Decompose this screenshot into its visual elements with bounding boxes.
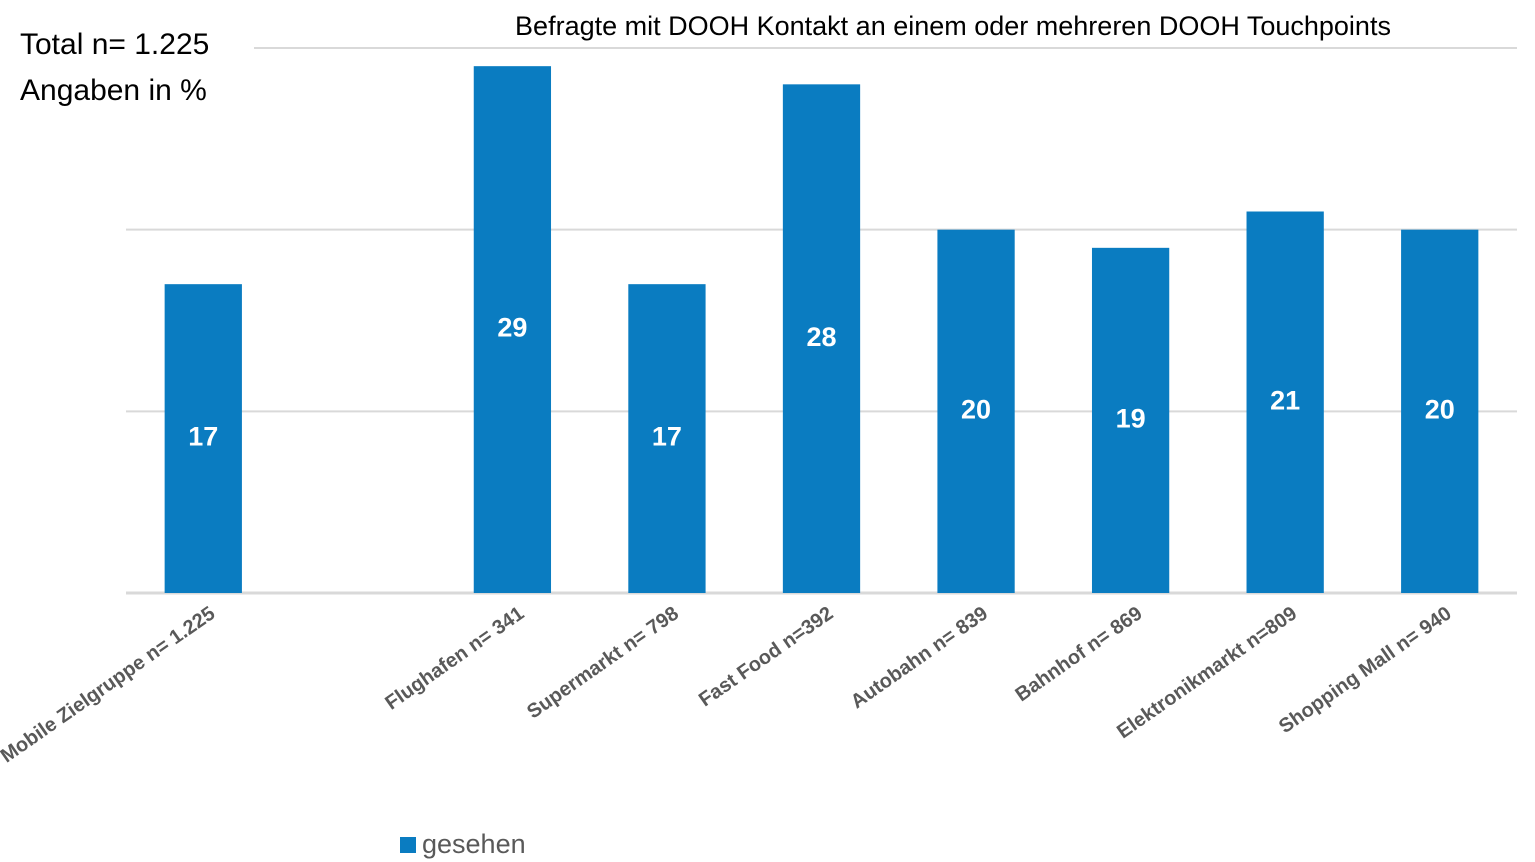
bar: [782, 84, 861, 593]
chart-title: Befragte mit DOOH Kontakt an einem oder …: [515, 11, 1391, 41]
x-tick-label: Autobahn n= 839: [847, 602, 992, 713]
x-tick-label: Flughafen n= 341: [381, 602, 528, 714]
x-tick-label: Shopping Mall n= 940: [1275, 602, 1456, 738]
bar: [628, 284, 706, 593]
data-label: 20: [1425, 394, 1455, 424]
bar: [937, 229, 1015, 593]
data-label: 20: [961, 394, 991, 424]
bar: [1401, 229, 1479, 593]
bar: [1091, 247, 1170, 594]
data-label: 28: [806, 322, 836, 352]
legend-swatch: [400, 837, 416, 853]
x-tick-label: Bahnhof n= 869: [1011, 602, 1146, 706]
annotation-bg: [14, 24, 254, 68]
data-label: 21: [1270, 385, 1300, 415]
annotation: Angaben in %: [20, 74, 207, 107]
bar: [473, 66, 552, 593]
data-label: 17: [188, 422, 218, 452]
x-tick-label: Supermarkt n= 798: [523, 602, 683, 723]
bar: [164, 284, 242, 593]
annotation: Total n= 1.225: [20, 28, 209, 61]
data-label: 29: [497, 313, 527, 343]
annotation-bg: [14, 70, 254, 114]
x-tick-label: Mobile Zielgruppe n= 1.225: [0, 602, 219, 767]
data-label: 19: [1116, 404, 1146, 434]
legend-label: gesehen: [422, 829, 526, 859]
x-tick-label: Fast Food n=392: [695, 602, 837, 711]
data-label: 17: [652, 422, 682, 452]
bar: [1246, 211, 1324, 593]
